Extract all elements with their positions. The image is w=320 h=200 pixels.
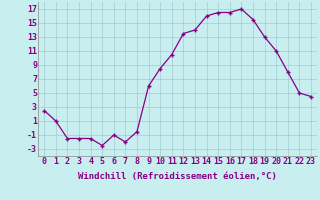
X-axis label: Windchill (Refroidissement éolien,°C): Windchill (Refroidissement éolien,°C) <box>78 172 277 181</box>
